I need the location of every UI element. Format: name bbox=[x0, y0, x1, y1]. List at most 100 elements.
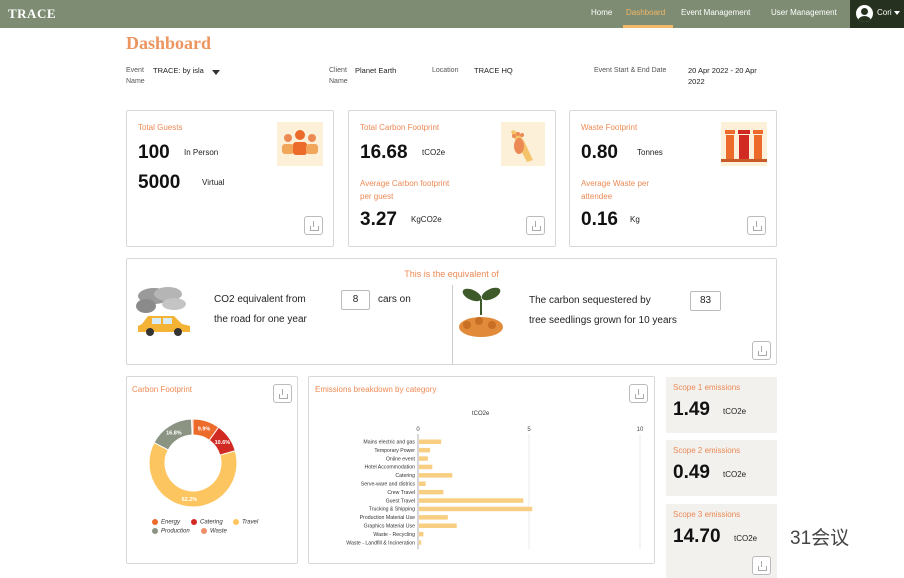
in-person-label: In Person bbox=[184, 148, 219, 157]
nav-home[interactable]: Home bbox=[591, 8, 613, 17]
legend-swatch bbox=[152, 519, 158, 525]
download-button[interactable] bbox=[304, 216, 323, 235]
bar[interactable] bbox=[419, 464, 433, 470]
user-avatar-icon bbox=[856, 5, 873, 22]
x-tick-label: 0 bbox=[416, 427, 420, 433]
avg-waste-label-2: attendee bbox=[581, 192, 613, 201]
avg-waste-unit: Kg bbox=[630, 215, 640, 224]
bar[interactable] bbox=[419, 506, 533, 512]
download-button[interactable] bbox=[273, 384, 292, 403]
top-navbar bbox=[0, 0, 904, 28]
category-label: Online event bbox=[386, 456, 416, 462]
trees-text-2: tree seedlings grown for 10 years bbox=[529, 315, 677, 326]
bar[interactable] bbox=[419, 456, 428, 461]
scope-value: 1.49 bbox=[673, 399, 710, 420]
waste-footprint-card: Waste Footprint 0.80 Tonnes Average Wast… bbox=[569, 110, 777, 247]
download-button[interactable] bbox=[752, 341, 771, 360]
download-button[interactable] bbox=[526, 216, 545, 235]
trees-count: 83 bbox=[690, 291, 721, 311]
chart-axis-label: tCO2e bbox=[472, 411, 490, 417]
page-title: Dashboard bbox=[126, 33, 212, 53]
donut-label: 9.9% bbox=[198, 427, 211, 433]
chart-title: Carbon Footprint bbox=[132, 385, 193, 394]
app-logo[interactable]: TRACE bbox=[8, 6, 57, 21]
equivalent-card bbox=[126, 258, 777, 365]
scope-2-card: Scope 2 emissions 0.49 tCO2e bbox=[666, 440, 777, 496]
card-title: Scope 1 emissions bbox=[673, 383, 741, 392]
chevron-down-icon[interactable] bbox=[212, 70, 220, 75]
download-button[interactable] bbox=[747, 216, 766, 235]
nav-event-management[interactable]: Event Management bbox=[681, 8, 751, 17]
chevron-down-icon bbox=[894, 11, 900, 15]
download-button[interactable] bbox=[629, 384, 648, 403]
nav-active-indicator bbox=[623, 25, 673, 28]
cars-text-2: cars on bbox=[378, 294, 411, 305]
avg-waste-label-1: Average Waste per bbox=[581, 179, 650, 188]
category-label: Catering bbox=[395, 473, 415, 479]
donut-slice-waste[interactable] bbox=[191, 418, 194, 436]
bar[interactable] bbox=[419, 481, 426, 487]
category-label: Production Material Use bbox=[360, 515, 415, 521]
car-exhaust-icon bbox=[136, 287, 190, 336]
card-title: Total Guests bbox=[138, 123, 183, 132]
bar[interactable] bbox=[419, 515, 448, 520]
bar[interactable] bbox=[419, 540, 422, 545]
carbon-footprint-card: Total Carbon Footprint 16.68 tCO2e Avera… bbox=[348, 110, 556, 247]
waste-bins-icon bbox=[721, 122, 767, 166]
download-button[interactable] bbox=[752, 556, 771, 575]
bar[interactable] bbox=[419, 489, 444, 495]
bar[interactable] bbox=[419, 439, 442, 445]
location-value: TRACE HQ bbox=[474, 66, 513, 75]
avg-carbon-value: 3.27 bbox=[360, 209, 397, 230]
waste-total-unit: Tonnes bbox=[637, 148, 663, 157]
card-title: Scope 3 emissions bbox=[673, 510, 741, 519]
client-name-value: Planet Earth bbox=[355, 66, 397, 75]
event-name-label-1: Event bbox=[126, 67, 144, 74]
trees-text-1: The carbon sequestered by bbox=[529, 295, 651, 306]
nav-dashboard[interactable]: Dashboard bbox=[626, 8, 666, 17]
donut-slice-travel[interactable] bbox=[148, 441, 238, 508]
donut-label: 62.2% bbox=[182, 497, 198, 503]
cars-count: 8 bbox=[341, 290, 370, 310]
bar[interactable] bbox=[419, 523, 457, 529]
event-name-select[interactable]: TRACE: by isla bbox=[153, 66, 204, 75]
cars-text-3: the road for one year bbox=[214, 314, 307, 325]
virtual-count: 5000 bbox=[138, 172, 181, 193]
avg-carbon-label-2: per guest bbox=[360, 192, 394, 201]
donut-label: 10.6% bbox=[215, 440, 231, 446]
bar[interactable] bbox=[419, 498, 524, 503]
donut-chart: 9.9% 10.6% 62.2% 16.8% bbox=[148, 418, 238, 508]
scope-unit: tCO2e bbox=[723, 470, 747, 479]
event-dates-value-1: 20 Apr 2022 - 20 Apr bbox=[688, 66, 757, 75]
waste-total-value: 0.80 bbox=[581, 142, 618, 163]
bar-chart: 0 5 10 Mains electric and gas Temporary Powe… bbox=[346, 427, 644, 550]
legend-swatch bbox=[201, 528, 207, 534]
cars-text-1: CO2 equivalent from bbox=[214, 294, 306, 305]
chart-title: Emissions breakdown by category bbox=[315, 385, 437, 394]
scope-unit: tCO2e bbox=[723, 407, 747, 416]
category-label: Guest Travel bbox=[386, 498, 415, 504]
scope-value: 14.70 bbox=[673, 526, 721, 547]
legend-production: Production bbox=[152, 528, 190, 535]
user-name: Cori bbox=[877, 8, 892, 17]
legend-swatch bbox=[233, 519, 239, 525]
legend-waste: Waste bbox=[201, 528, 227, 535]
in-person-count: 100 bbox=[138, 142, 170, 163]
scope-1-card: Scope 1 emissions 1.49 tCO2e bbox=[666, 377, 777, 433]
scope-value: 0.49 bbox=[673, 462, 710, 483]
legend-energy: Energy bbox=[152, 519, 180, 526]
event-dates-label: Event Start & End Date bbox=[594, 67, 667, 74]
event-dates-value-2: 2022 bbox=[688, 77, 705, 86]
bar[interactable] bbox=[419, 473, 453, 478]
avg-carbon-unit: KgCO2e bbox=[411, 215, 442, 224]
category-label: Serve-ware and districs bbox=[361, 482, 416, 488]
nav-user-management[interactable]: User Management bbox=[771, 8, 837, 17]
watermark: 31会议 bbox=[790, 528, 850, 549]
avg-waste-value: 0.16 bbox=[581, 209, 618, 230]
client-name-label-1: Client bbox=[329, 67, 347, 74]
seedling-icon bbox=[459, 287, 503, 337]
bar[interactable] bbox=[419, 531, 424, 537]
donut-label: 16.8% bbox=[166, 430, 182, 436]
user-menu[interactable]: Cori bbox=[850, 0, 904, 28]
bar[interactable] bbox=[419, 447, 431, 453]
